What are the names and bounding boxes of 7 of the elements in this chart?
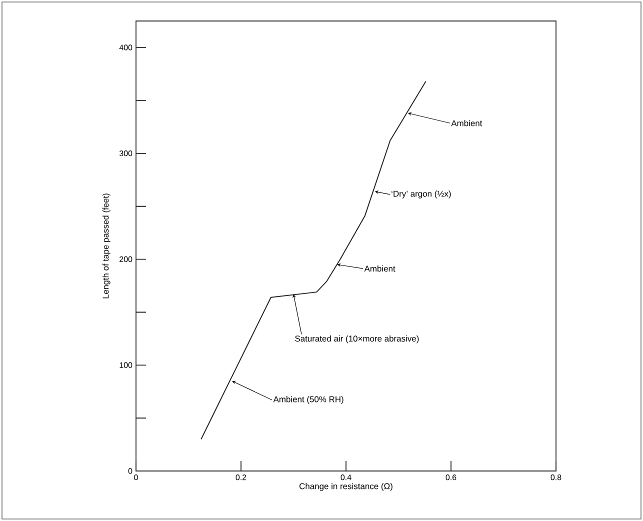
annotation: Ambient: [451, 120, 482, 126]
x-axis-title: Change in resistance (Ω): [300, 483, 392, 491]
annotation: Saturated air (10×more abrasive): [295, 335, 419, 344]
y-axis-title: Length of tape passed (feet): [102, 194, 110, 298]
annotation: Ambient: [364, 265, 396, 272]
annotation: ‘Dry’ argon (½x): [392, 190, 451, 198]
annotation: Ambient (50% RH): [273, 396, 344, 404]
